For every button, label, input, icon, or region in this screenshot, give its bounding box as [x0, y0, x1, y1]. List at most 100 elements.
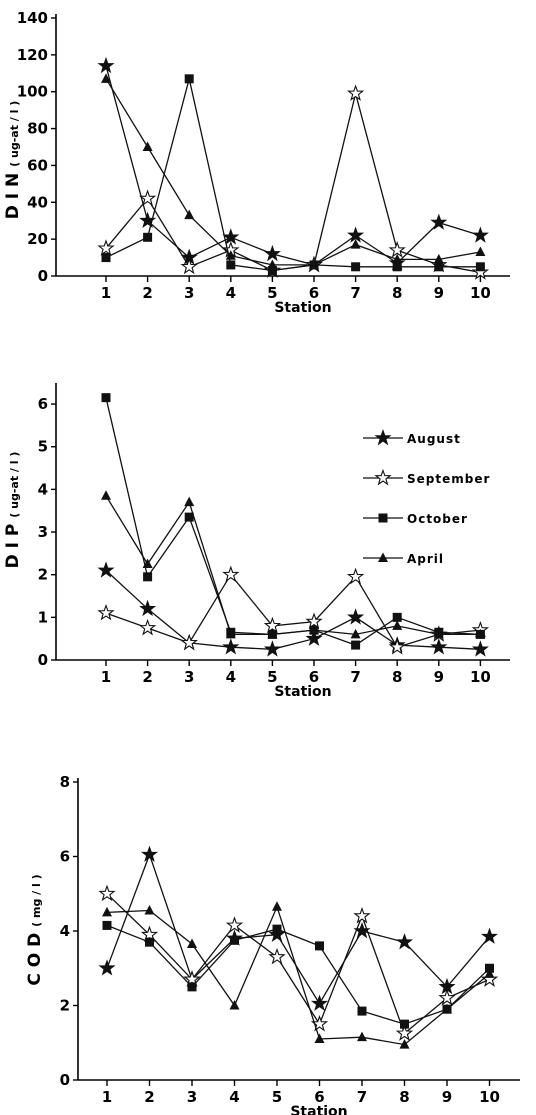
data-point: [392, 253, 403, 264]
data-point: [187, 982, 197, 992]
data-point: [272, 924, 282, 934]
data-point: [392, 620, 403, 630]
x-tick-label: 3: [184, 668, 194, 686]
x-tick-label: 6: [314, 1088, 324, 1106]
data-point: [184, 496, 195, 507]
series-august: [98, 845, 499, 1011]
legend-label: September: [407, 472, 490, 486]
series-august: [97, 56, 489, 273]
y-tick-label: 80: [27, 120, 48, 138]
data-point: [347, 608, 365, 625]
data-point: [263, 616, 282, 634]
data-point: [229, 1000, 240, 1010]
data-point: [184, 74, 194, 84]
y-tick-label: 20: [27, 230, 48, 248]
x-tick-label: 8: [399, 1088, 409, 1106]
data-point: [305, 612, 323, 630]
series-september: [97, 565, 490, 655]
chart-panel-1: 0 20 40 60 80 100 120 140 1 2 3 4 5 6 7 8 9 10 Station D I …: [3, 9, 510, 316]
x-tick-label: 10: [470, 284, 491, 302]
data-point: [485, 963, 494, 973]
data-point: [471, 226, 489, 243]
data-point: [392, 612, 402, 622]
data-point: [347, 226, 365, 243]
y-axis-title: D I N ( ug-at / l ): [3, 101, 23, 220]
series-september: [97, 84, 490, 280]
legend-marker: [374, 468, 392, 486]
data-point: [97, 56, 115, 74]
series-line: [106, 904, 490, 1046]
x-tick-label: 2: [144, 1088, 154, 1106]
x-tick-label: 10: [470, 668, 491, 686]
x-tick-label: 3: [184, 284, 194, 302]
y-tick-label: 6: [60, 848, 70, 866]
data-point: [140, 845, 159, 862]
data-point: [314, 1033, 325, 1044]
x-tick-label: 7: [350, 668, 360, 686]
x-tick-label: 9: [442, 1088, 452, 1106]
y-tick-label: 6: [38, 395, 48, 413]
data-point: [225, 628, 236, 639]
data-point: [267, 628, 278, 639]
y-tick-label: 100: [17, 83, 48, 101]
x-tick-label: 8: [392, 284, 402, 302]
data-point: [230, 935, 239, 945]
x-tick-label: 1: [101, 668, 111, 686]
y-tick-label: 140: [17, 9, 48, 27]
series-line: [105, 573, 481, 648]
legend-label: October: [407, 512, 468, 526]
data-point: [263, 244, 281, 262]
data-point: [187, 938, 197, 949]
data-point: [97, 603, 115, 621]
data-point: [471, 263, 490, 280]
y-axis-title: D I P ( ug-at / l ): [3, 452, 23, 569]
legend-label: August: [407, 432, 461, 446]
data-point: [475, 262, 485, 272]
x-tick-label: 5: [267, 284, 277, 302]
data-point: [433, 253, 444, 264]
y-tick-label: 2: [38, 566, 48, 584]
x-tick-label: 2: [142, 668, 152, 686]
data-point: [272, 901, 282, 911]
x-tick-label: 6: [309, 284, 319, 302]
y-tick-label: 40: [27, 193, 48, 211]
data-point: [142, 558, 153, 569]
data-point: [225, 916, 244, 933]
data-point: [309, 259, 319, 269]
x-tick-label: 7: [350, 284, 360, 302]
data-point: [101, 253, 111, 263]
data-point: [97, 561, 115, 578]
series-april: [102, 901, 495, 1049]
series-line: [105, 78, 481, 266]
data-point: [480, 970, 499, 987]
x-tick-label: 5: [272, 1088, 282, 1106]
data-point: [101, 73, 111, 83]
data-point: [268, 947, 286, 965]
data-point: [346, 84, 365, 101]
data-point: [310, 994, 329, 1011]
data-point: [392, 262, 402, 272]
data-point: [143, 232, 153, 242]
data-point: [433, 628, 444, 639]
data-point: [184, 209, 195, 220]
data-point: [480, 927, 499, 944]
x-tick-label: 9: [434, 284, 444, 302]
x-axis-title: Station: [290, 1104, 347, 1115]
data-point: [434, 262, 444, 272]
data-point: [388, 638, 406, 655]
data-point: [471, 640, 489, 657]
data-point: [138, 189, 157, 207]
legend: August September October April: [363, 428, 490, 566]
data-point: [475, 628, 486, 639]
y-tick-label: 1: [38, 608, 48, 626]
series-line: [106, 893, 490, 1035]
data-point: [101, 393, 111, 403]
data-point: [97, 239, 115, 256]
data-point: [263, 640, 281, 657]
data-point: [346, 567, 365, 585]
y-tick-label: 0: [38, 651, 48, 669]
x-tick-label: 4: [226, 284, 236, 302]
legend-marker: [378, 552, 388, 562]
series-april: [101, 490, 486, 639]
